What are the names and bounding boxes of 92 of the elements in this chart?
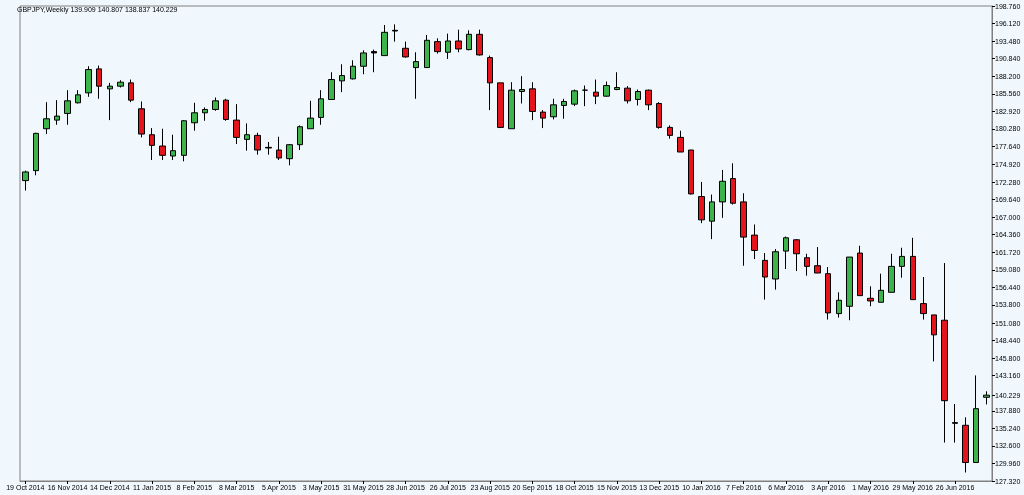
candlestick (540, 109, 546, 129)
candlestick (445, 33, 451, 60)
candlestick (603, 81, 610, 98)
candlestick (593, 79, 599, 105)
candlestick (550, 98, 557, 120)
candlestick (888, 253, 895, 293)
candlestick (519, 75, 525, 104)
candlestick (645, 89, 652, 111)
candlestick (571, 89, 578, 107)
candlestick (740, 192, 747, 267)
candlestick (64, 89, 71, 126)
candlestick (910, 237, 916, 301)
candlestick (941, 262, 948, 444)
candlestick (276, 136, 282, 161)
candlestick (762, 252, 768, 301)
candlestick (33, 132, 39, 176)
candlestick (709, 194, 715, 240)
candlestick (614, 71, 620, 91)
candlestick (22, 170, 29, 192)
candlestick (159, 128, 166, 161)
candlestick (931, 314, 937, 362)
candlestick (667, 124, 673, 140)
candlestick (719, 169, 726, 219)
candlestick (265, 141, 272, 156)
candlestick (128, 79, 134, 103)
candlestick (867, 285, 874, 307)
candlestick (804, 253, 810, 277)
candlestick (793, 238, 800, 272)
candlestick (825, 266, 831, 321)
candlestick (54, 99, 60, 126)
candlestick (878, 273, 884, 303)
candlestick (138, 100, 145, 138)
candlestick (487, 55, 493, 111)
candlestick (202, 106, 208, 122)
candlestick (149, 127, 155, 161)
candlestick (476, 29, 483, 57)
candlestick (297, 124, 303, 151)
candlestick (814, 246, 821, 274)
candlestick (899, 247, 905, 279)
candlestick (635, 89, 641, 106)
candlestick (254, 132, 261, 156)
candlestick (455, 29, 462, 53)
candlestick (561, 98, 567, 120)
candlestick (846, 256, 853, 321)
candlestick (772, 248, 779, 291)
candlestick (96, 65, 102, 100)
candlestick (307, 100, 314, 130)
candlestick (191, 102, 198, 132)
candlestick (170, 134, 176, 161)
candlestick (413, 51, 419, 100)
candlestick (402, 41, 409, 59)
candlestick (85, 65, 92, 98)
candlestick (962, 416, 969, 473)
candlestick (698, 181, 705, 224)
candlestick (783, 235, 789, 270)
candlestick (466, 29, 472, 51)
candlestick (952, 403, 958, 444)
candlestick (328, 71, 335, 100)
candlestick (212, 96, 219, 112)
candlestick (181, 119, 187, 162)
candlestick (107, 82, 113, 121)
candlestick (508, 81, 515, 130)
candlestick (75, 89, 81, 104)
candlestick (43, 101, 50, 135)
candlestick (983, 390, 990, 405)
candlestick (751, 223, 758, 260)
candlestick (381, 24, 388, 57)
candlestick (233, 103, 240, 145)
candlestick (350, 59, 356, 81)
candlestick (117, 79, 124, 89)
candlestick (434, 37, 441, 55)
candlestick (973, 374, 979, 464)
candlestick (920, 276, 927, 321)
candlestick (244, 122, 250, 152)
candlestick (857, 245, 863, 297)
candlestick (656, 101, 662, 130)
candlestick (688, 149, 694, 196)
candlestick (677, 130, 684, 153)
candlestick (339, 63, 345, 93)
candlestick (497, 82, 504, 129)
candlestick (360, 49, 367, 75)
candlestick (582, 85, 588, 107)
candlestick (424, 34, 430, 69)
candlestick (318, 89, 324, 126)
candlestick (529, 81, 536, 121)
candlestick (392, 23, 398, 43)
candlestick (730, 162, 736, 206)
candlestick (624, 85, 631, 104)
candlestick (223, 98, 229, 122)
candlestick (371, 49, 377, 73)
candlestick (286, 143, 293, 166)
candlestick (836, 291, 842, 319)
